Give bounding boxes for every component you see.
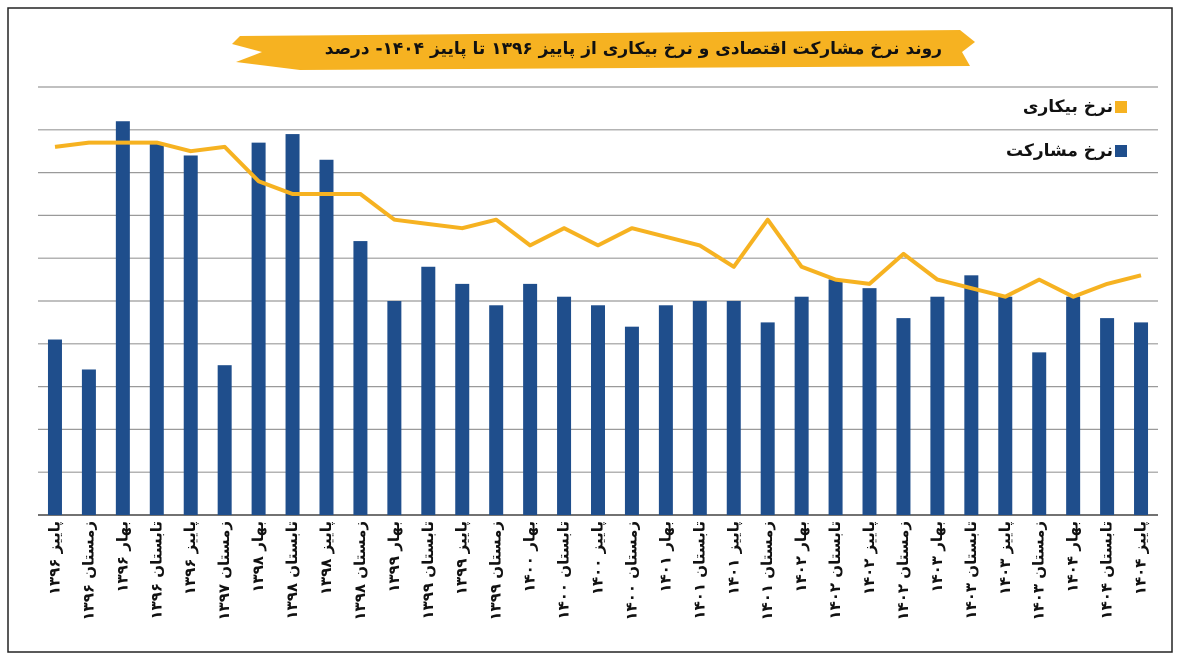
- bar: [1134, 322, 1149, 515]
- bar: [896, 318, 911, 515]
- bar: [998, 296, 1013, 515]
- bar: [353, 241, 368, 515]
- x-tick-label: زمستان ۱۴۰۳: [1030, 521, 1048, 621]
- x-tick-label: پاییز ۱۴۰۴: [1132, 521, 1151, 595]
- x-tick-label: تابستان ۱۴۰۰: [555, 521, 573, 620]
- bar: [387, 301, 402, 515]
- bars: [47, 121, 1149, 516]
- bar: [794, 296, 809, 515]
- x-tick-label: تابستان ۱۳۹۸: [283, 521, 301, 620]
- bar: [1032, 352, 1047, 515]
- bar: [1066, 296, 1081, 515]
- x-tick-label: تابستان ۱۴۰۲: [826, 521, 844, 620]
- bar: [964, 275, 979, 515]
- x-tick-label: بهار ۱۳۹۶: [113, 521, 131, 593]
- x-tick-label: بهار ۱۴۰۰: [521, 521, 539, 593]
- bar: [47, 339, 62, 515]
- x-tick-label: پاییز ۱۴۰۳: [996, 521, 1015, 595]
- x-tick-label: بهار ۱۴۰۲: [792, 521, 810, 593]
- bar: [828, 279, 843, 515]
- x-tick-label: بهار ۱۴۰۱: [656, 521, 674, 593]
- x-tick-label: پاییز ۱۴۰۰: [589, 521, 608, 595]
- legend-label: نرخ بیکاری: [1023, 97, 1113, 117]
- x-tick-label: زمستان ۱۳۹۷: [215, 521, 233, 621]
- bar: [692, 301, 707, 515]
- x-tick-label: تابستان ۱۳۹۹: [419, 521, 437, 620]
- chart-title: روند نرخ مشارکت اقتصادی و نرخ بیکاری از …: [325, 39, 942, 59]
- bar: [217, 365, 232, 515]
- x-tick-label: پاییز ۱۳۹۶: [45, 521, 64, 595]
- x-tick-label: زمستان ۱۴۰۱: [758, 521, 776, 621]
- x-tick-label: تابستان ۱۴۰۳: [962, 521, 980, 620]
- bar: [183, 155, 198, 516]
- title-banner: [232, 30, 975, 70]
- x-tick-label: پاییز ۱۴۰۲: [860, 521, 879, 595]
- x-tick-label: زمستان ۱۴۰۰: [622, 521, 640, 621]
- x-tick-label: تابستان ۱۴۰۴: [1098, 521, 1116, 620]
- bar: [251, 142, 266, 515]
- x-tick-label: پاییز ۱۳۹۶: [181, 521, 200, 595]
- x-tick-label: زمستان ۱۳۹۸: [351, 521, 369, 621]
- bar: [489, 305, 504, 515]
- bar: [285, 134, 300, 515]
- bar: [930, 296, 945, 515]
- bar: [658, 305, 673, 515]
- legend: نرخ بیکاری نرخ مشارکت: [1006, 97, 1127, 161]
- bar: [319, 159, 334, 515]
- bar: [455, 283, 470, 515]
- x-tick-label: بهار ۱۳۹۹: [385, 521, 403, 593]
- bar: [591, 305, 605, 515]
- bar: [726, 301, 741, 515]
- x-tick-label: پاییز ۱۴۰۱: [724, 521, 743, 595]
- x-tick-label: زمستان ۱۳۹۹: [487, 521, 505, 621]
- legend-label: نرخ مشارکت: [1006, 141, 1113, 161]
- x-tick-label: زمستان ۱۳۹۶: [79, 521, 97, 621]
- bar: [862, 288, 877, 515]
- x-tick-label: بهار ۱۳۹۸: [249, 521, 267, 593]
- bar: [81, 369, 96, 515]
- bar: [421, 266, 436, 515]
- x-tick-label: تابستان ۱۳۹۶: [147, 521, 165, 620]
- bar: [760, 322, 775, 515]
- legend-swatch: [1115, 101, 1127, 113]
- line: [54, 140, 1142, 299]
- bar: [523, 283, 538, 515]
- x-tick-label: بهار ۱۴۰۴: [1064, 521, 1082, 593]
- x-tick-label: بهار ۱۴۰۳: [928, 521, 946, 593]
- bar: [1100, 318, 1115, 515]
- x-tick-label: پاییز ۱۳۹۸: [317, 521, 336, 595]
- bar: [624, 326, 639, 515]
- lines: [54, 140, 1142, 299]
- legend-swatch: [1115, 145, 1127, 157]
- x-labels: پاییز ۱۳۹۶ زمستان ۱۳۹۶ بهار ۱۳۹۶ تابستان ۱۳…: [45, 521, 1150, 621]
- x-tick-label: پاییز ۱۳۹۹: [453, 521, 472, 595]
- bar: [557, 296, 572, 515]
- x-tick-label: تابستان ۱۴۰۱: [690, 521, 708, 620]
- bar: [149, 142, 164, 515]
- x-tick-label: زمستان ۱۴۰۲: [894, 521, 912, 621]
- bar: [115, 121, 130, 516]
